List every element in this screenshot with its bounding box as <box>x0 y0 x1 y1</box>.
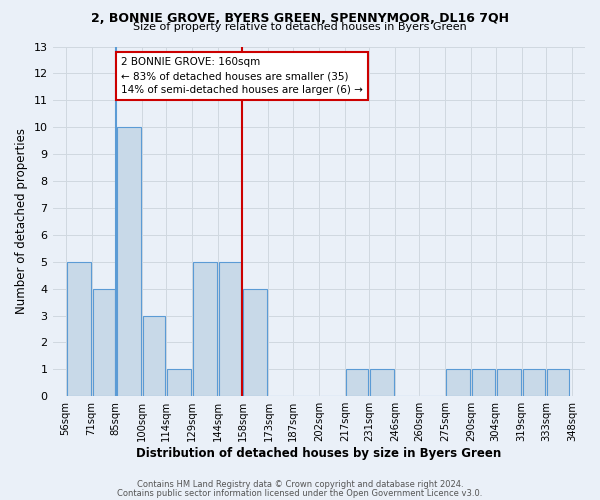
Bar <box>497 370 521 396</box>
Bar <box>193 262 217 396</box>
X-axis label: Distribution of detached houses by size in Byers Green: Distribution of detached houses by size … <box>136 447 502 460</box>
Bar <box>219 262 241 396</box>
Text: Contains HM Land Registry data © Crown copyright and database right 2024.: Contains HM Land Registry data © Crown c… <box>137 480 463 489</box>
Text: Contains public sector information licensed under the Open Government Licence v3: Contains public sector information licen… <box>118 488 482 498</box>
Bar <box>67 262 91 396</box>
Bar <box>92 288 115 396</box>
Y-axis label: Number of detached properties: Number of detached properties <box>15 128 28 314</box>
Bar <box>472 370 495 396</box>
Text: Size of property relative to detached houses in Byers Green: Size of property relative to detached ho… <box>133 22 467 32</box>
Bar <box>523 370 545 396</box>
Bar <box>370 370 394 396</box>
Bar <box>346 370 368 396</box>
Bar <box>143 316 165 396</box>
Bar <box>167 370 191 396</box>
Bar <box>117 127 141 396</box>
Bar <box>244 288 268 396</box>
Bar <box>547 370 569 396</box>
Text: 2, BONNIE GROVE, BYERS GREEN, SPENNYMOOR, DL16 7QH: 2, BONNIE GROVE, BYERS GREEN, SPENNYMOOR… <box>91 12 509 26</box>
Bar <box>446 370 470 396</box>
Text: 2 BONNIE GROVE: 160sqm
← 83% of detached houses are smaller (35)
14% of semi-det: 2 BONNIE GROVE: 160sqm ← 83% of detached… <box>121 58 363 96</box>
